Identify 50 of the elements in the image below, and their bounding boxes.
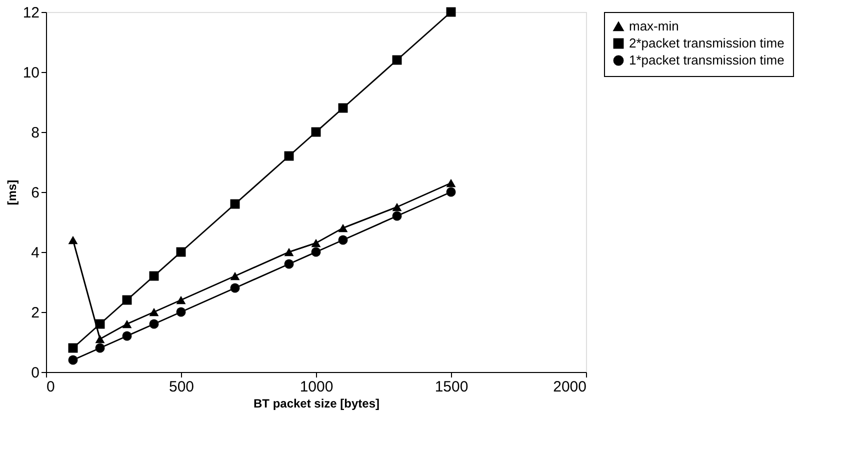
point	[230, 272, 240, 280]
point	[446, 7, 456, 17]
point	[446, 187, 456, 197]
point	[176, 307, 186, 317]
legend-label: 1*packet transmission time	[629, 52, 784, 68]
legend-label: max-min	[629, 18, 679, 34]
y-tick-label: 0	[31, 364, 40, 382]
point	[95, 343, 105, 353]
point	[95, 319, 105, 329]
x-tick-label: 500	[168, 378, 194, 396]
point	[122, 331, 132, 341]
y-axis-title: [ms]	[4, 180, 19, 206]
point	[311, 127, 321, 137]
point	[95, 334, 105, 344]
x-axis-title: BT packet size [bytes]	[253, 396, 380, 410]
point	[311, 247, 321, 257]
y-tick-label: 4	[31, 244, 40, 262]
y-tick-label: 6	[31, 184, 40, 202]
y-tick-label: 2	[31, 304, 40, 322]
point	[68, 343, 78, 353]
point	[176, 296, 186, 304]
point	[149, 308, 159, 316]
point	[122, 320, 132, 328]
point	[284, 248, 294, 256]
y-tick-label: 12	[22, 4, 40, 22]
point	[392, 202, 402, 212]
point	[149, 271, 159, 281]
point	[68, 236, 78, 244]
y-tick-label: 8	[31, 124, 40, 142]
point	[149, 319, 159, 329]
point	[338, 224, 348, 232]
point	[68, 355, 78, 365]
x-tick-label: 2000	[553, 378, 586, 396]
point	[284, 259, 294, 269]
point	[230, 283, 240, 293]
point	[392, 55, 402, 65]
x-tick-label: 1500	[434, 378, 468, 396]
y-tick-label: 10	[22, 64, 40, 82]
x-tick-label: 1000	[300, 378, 334, 396]
point	[392, 211, 402, 221]
x-tick-label: 0	[46, 378, 55, 396]
point	[176, 247, 186, 257]
point	[446, 178, 456, 188]
point	[338, 235, 348, 245]
point	[338, 103, 348, 113]
legend-label: 2*packet transmission time	[629, 36, 784, 50]
point	[230, 199, 240, 209]
point	[122, 295, 132, 305]
point	[284, 151, 294, 161]
point	[311, 238, 321, 248]
